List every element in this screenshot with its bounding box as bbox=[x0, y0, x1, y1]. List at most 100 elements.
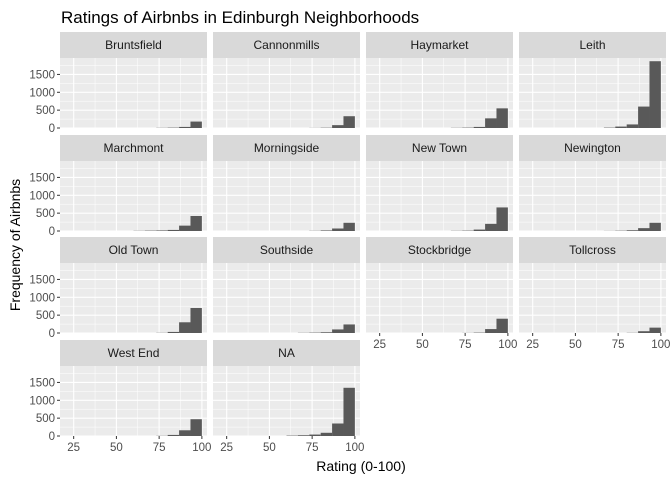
x-tick-label: 50 bbox=[263, 442, 276, 454]
x-axes: 25 50 75 100 25 50 75 100 25 50 75 100 25 50 75 100 bbox=[67, 333, 670, 454]
facet-label: Haymarket bbox=[410, 38, 469, 52]
x-tick-label: 100 bbox=[192, 442, 211, 454]
histogram-bar bbox=[626, 124, 639, 128]
facet-panel: Stockbridge bbox=[366, 237, 513, 334]
facet-panel: Tollcross bbox=[519, 237, 666, 334]
x-tick-label: 50 bbox=[416, 339, 429, 351]
histogram-bar bbox=[332, 228, 344, 231]
histogram-bar bbox=[179, 225, 191, 231]
histogram-bar bbox=[179, 430, 191, 436]
histogram-bar bbox=[343, 222, 355, 231]
y-tick-label: 0 bbox=[49, 431, 55, 443]
facet-strip bbox=[519, 135, 666, 161]
y-tick-label: 0 bbox=[49, 328, 55, 340]
facet-label: Bruntsfield bbox=[105, 38, 162, 52]
histogram-bar bbox=[320, 432, 333, 436]
facet-label: Southside bbox=[260, 243, 314, 257]
x-tick-label: 100 bbox=[651, 339, 670, 351]
facet-strip bbox=[60, 135, 207, 161]
histogram-bar bbox=[190, 419, 202, 436]
histogram-bar bbox=[638, 228, 650, 231]
panel-background bbox=[366, 263, 513, 333]
y-tick-label: 1000 bbox=[29, 395, 55, 407]
facet-label: NA bbox=[278, 346, 295, 360]
histogram-bar bbox=[485, 329, 497, 333]
facet-panel: Old Town bbox=[60, 237, 207, 334]
x-tick-label: 75 bbox=[459, 339, 472, 351]
y-tick-label: 0 bbox=[49, 123, 55, 135]
panel-background bbox=[60, 366, 207, 436]
histogram-bar bbox=[473, 126, 486, 128]
facet-panel: Bruntsfield bbox=[60, 32, 207, 129]
facet-label: Marchmont bbox=[103, 141, 164, 155]
x-tick-label: 75 bbox=[306, 442, 319, 454]
facet-label: Newington bbox=[564, 141, 621, 155]
histogram-bar bbox=[473, 229, 486, 231]
facet-panel: NA bbox=[213, 340, 360, 437]
histogram-bar bbox=[626, 230, 639, 231]
histogram-bar bbox=[649, 61, 661, 128]
histogram-bar bbox=[320, 332, 333, 333]
facet-panel: Haymarket bbox=[366, 32, 513, 129]
chart-title: Ratings of Airbnbs in Edinburgh Neighbor… bbox=[61, 8, 419, 27]
facet-strip bbox=[60, 237, 207, 263]
histogram-bar bbox=[167, 331, 180, 333]
facet-panel: Cannonmills bbox=[213, 32, 360, 129]
y-tick-label: 1000 bbox=[29, 87, 55, 99]
histogram-bar bbox=[485, 223, 497, 231]
x-tick-label: 50 bbox=[569, 339, 582, 351]
y-tick-label: 500 bbox=[36, 105, 55, 117]
y-tick-label: 0 bbox=[49, 226, 55, 238]
facet-panel: Leith bbox=[519, 32, 666, 129]
histogram-bar bbox=[649, 222, 661, 231]
histogram-bar bbox=[638, 106, 650, 128]
panel-background bbox=[213, 263, 360, 333]
panel-background bbox=[60, 263, 207, 333]
facet-label: West End bbox=[108, 346, 160, 360]
facet-strip bbox=[366, 32, 513, 58]
facet-panel: Southside bbox=[213, 237, 360, 334]
facet-label: Stockbridge bbox=[408, 243, 472, 257]
y-tick-label: 1000 bbox=[29, 190, 55, 202]
x-axis-title: Rating (0-100) bbox=[316, 458, 406, 474]
x-tick-label: 50 bbox=[110, 442, 123, 454]
y-tick-label: 1000 bbox=[29, 292, 55, 304]
y-tick-label: 1500 bbox=[29, 377, 55, 389]
histogram-bar bbox=[167, 434, 180, 436]
facet-strip bbox=[366, 135, 513, 161]
histogram-bar bbox=[332, 329, 344, 333]
panel-background bbox=[213, 58, 360, 128]
panel-background bbox=[519, 161, 666, 231]
panel-background bbox=[366, 58, 513, 128]
histogram-bar bbox=[179, 322, 191, 333]
histogram-bar bbox=[343, 324, 355, 333]
y-axis-title: Frequency of Airbnbs bbox=[7, 179, 23, 311]
histogram-bar bbox=[190, 308, 202, 333]
y-tick-label: 500 bbox=[36, 208, 55, 220]
facet-strip bbox=[60, 340, 207, 366]
panel-background bbox=[60, 161, 207, 231]
facet-panel: Marchmont bbox=[60, 135, 207, 232]
panel-background bbox=[213, 161, 360, 231]
histogram-bar bbox=[167, 229, 180, 231]
facet-strip bbox=[213, 237, 360, 263]
panel-background bbox=[519, 263, 666, 333]
panel-background bbox=[366, 161, 513, 231]
histogram-bar bbox=[496, 108, 508, 128]
x-tick-label: 75 bbox=[153, 442, 166, 454]
facet-panel: Newington bbox=[519, 135, 666, 232]
facet-panel: Morningside bbox=[213, 135, 360, 232]
y-tick-label: 1500 bbox=[29, 274, 55, 286]
y-axes: 0 500 1000 1500 0 500 1000 1500 0 500 1000 1500 0 500… bbox=[29, 69, 60, 443]
facet-strip bbox=[213, 340, 360, 366]
histogram-bar bbox=[496, 207, 508, 231]
histogram-bar bbox=[332, 125, 344, 128]
histogram-bar bbox=[638, 331, 650, 333]
histogram-bar bbox=[343, 116, 355, 128]
facet-label: Cannonmills bbox=[253, 38, 319, 52]
facet-label: Morningside bbox=[254, 141, 320, 155]
facet-strip bbox=[60, 32, 207, 58]
x-tick-label: 100 bbox=[498, 339, 517, 351]
facet-label: Old Town bbox=[109, 243, 159, 257]
